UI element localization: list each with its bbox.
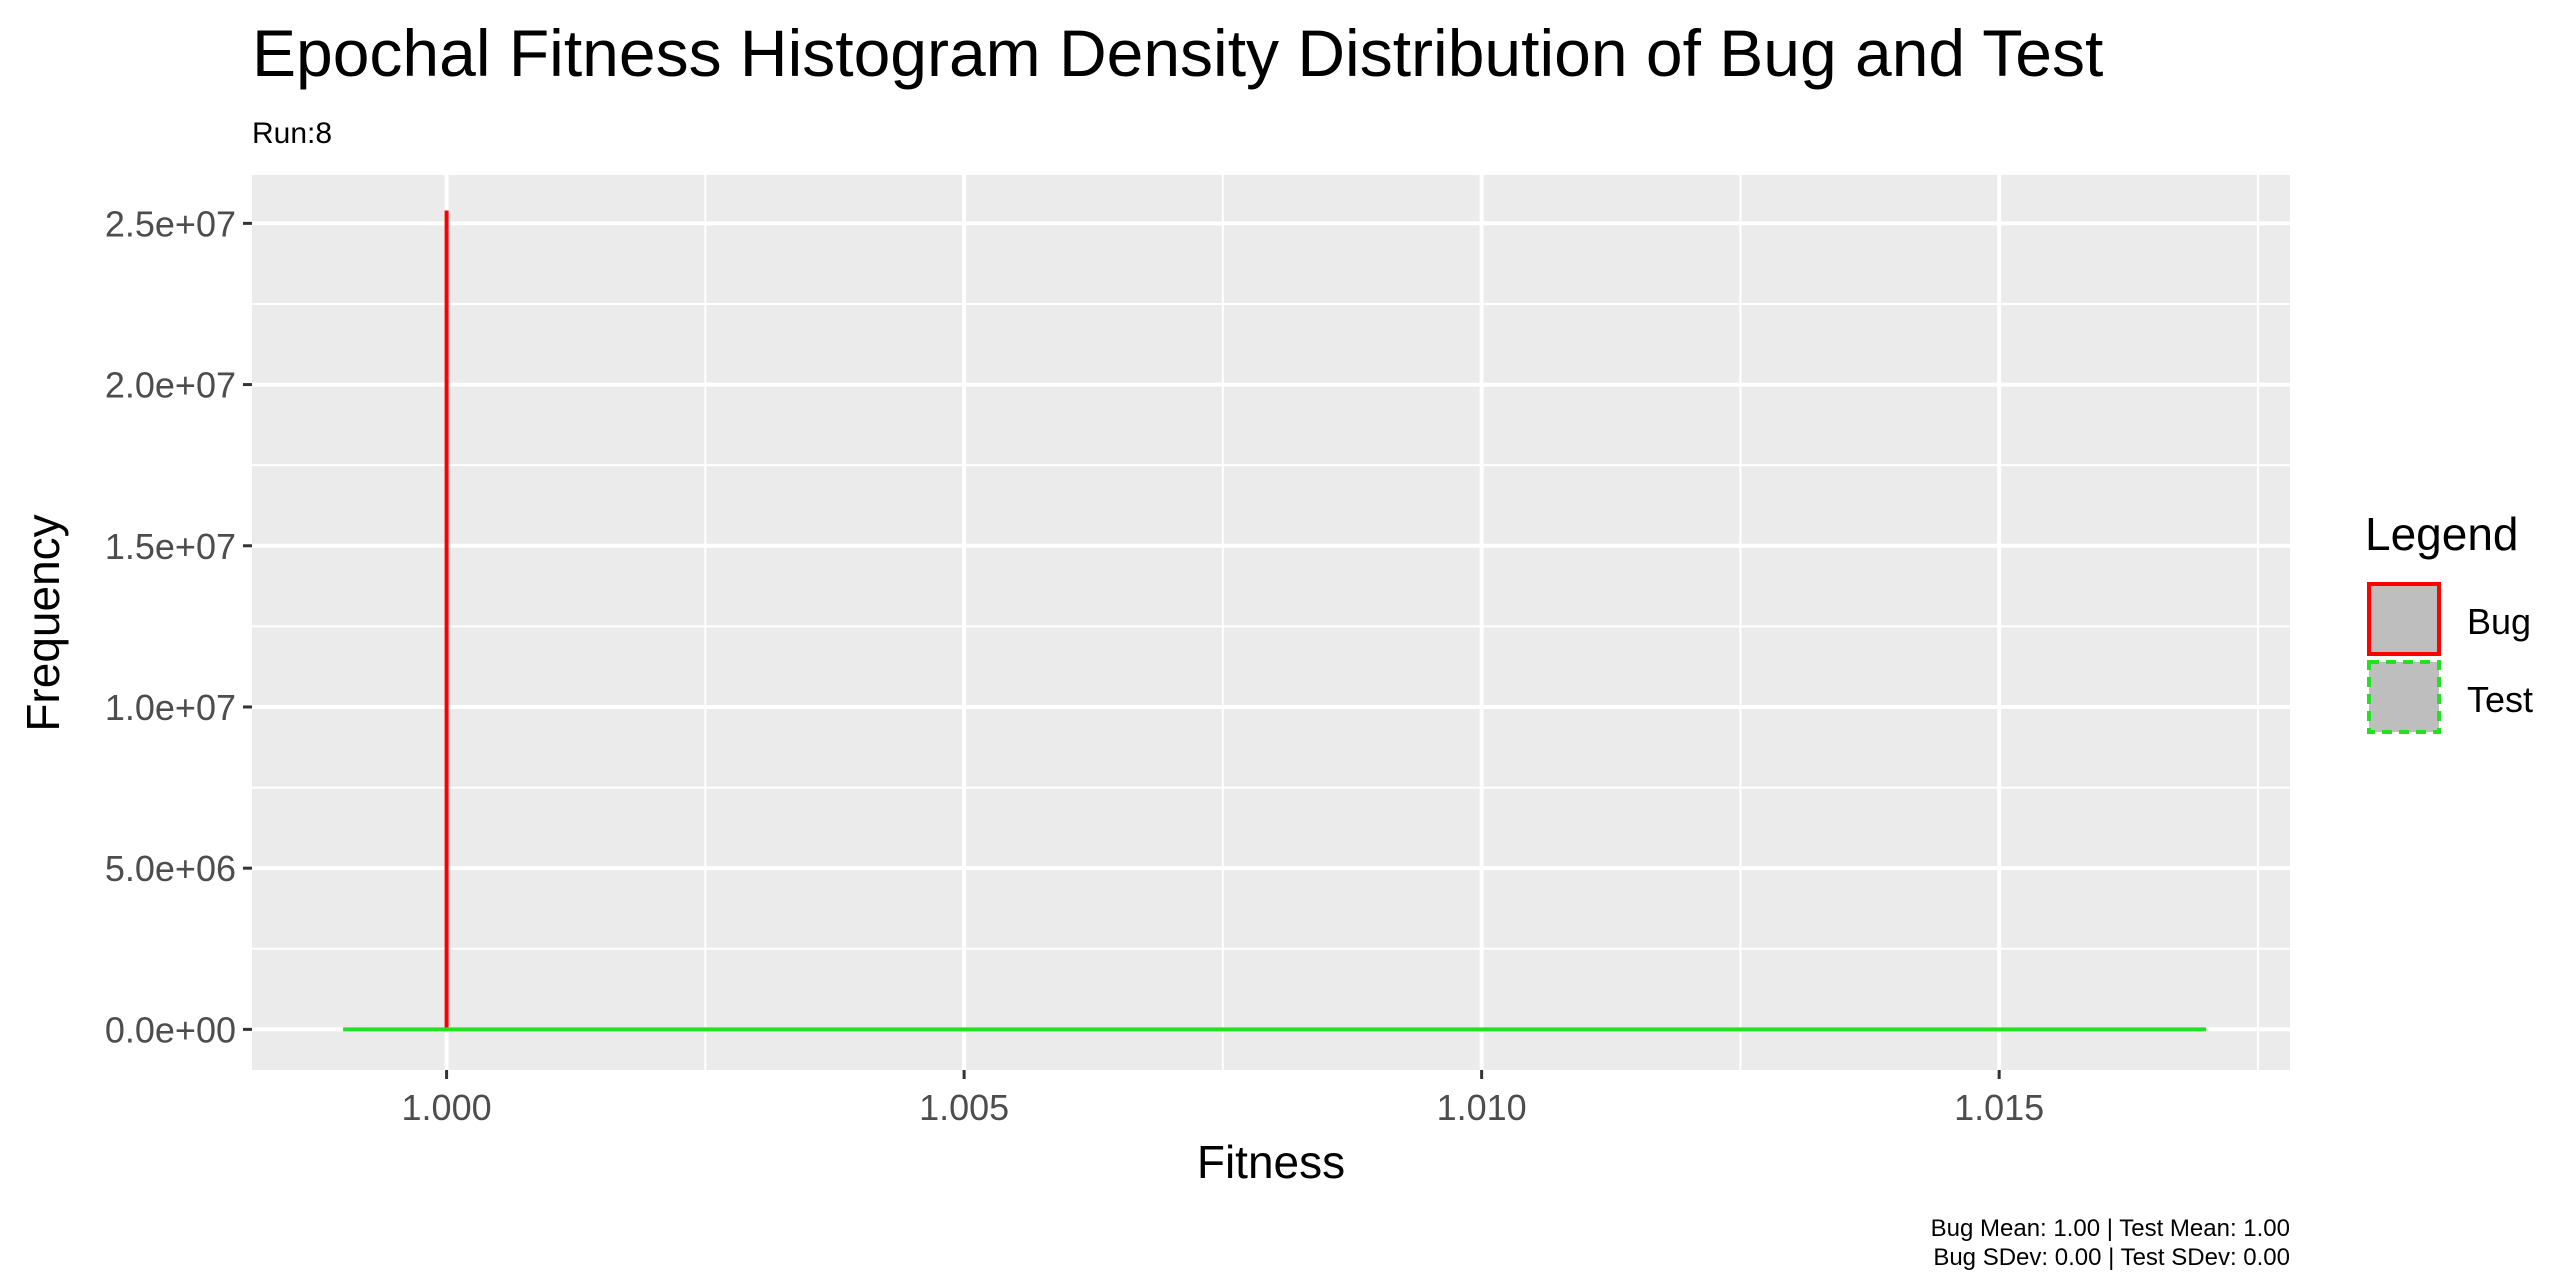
chart-title: Epochal Fitness Histogram Density Distri… — [252, 16, 2103, 90]
grid-minor — [252, 175, 2290, 1070]
legend-title: Legend — [2365, 508, 2519, 560]
y-tick-label: 2.0e+07 — [105, 365, 236, 406]
x-tick-label: 1.010 — [1437, 1087, 1527, 1128]
y-tick-label: 0.0e+00 — [105, 1009, 236, 1050]
x-axis-title: Fitness — [1197, 1136, 1345, 1188]
caption-line-2: Bug SDev: 0.00 | Test SDev: 0.00 — [1933, 1244, 2290, 1271]
x-tick-label: 1.000 — [402, 1087, 492, 1128]
x-tick-label: 1.015 — [1954, 1087, 2044, 1128]
x-tick-label: 1.005 — [919, 1087, 1009, 1128]
legend-key-bug — [2367, 582, 2441, 656]
legend-key-test — [2367, 660, 2441, 734]
y-tick-label: 1.5e+07 — [105, 526, 236, 567]
legend: Legend Bug Test — [2365, 508, 2533, 734]
chart-subtitle: Run:8 — [252, 117, 332, 150]
x-axis: 1.000 1.005 1.010 1.015 — [402, 1070, 2044, 1128]
plot-panel — [252, 175, 2290, 1070]
y-tick-label: 5.0e+06 — [105, 848, 236, 889]
legend-label-test: Test — [2467, 679, 2533, 720]
caption-line-1: Bug Mean: 1.00 | Test Mean: 1.00 — [1931, 1215, 2290, 1242]
y-tick-label: 2.5e+07 — [105, 203, 236, 244]
y-axis-title: Frequency — [17, 514, 69, 731]
y-tick-label: 1.0e+07 — [105, 687, 236, 728]
series-layer — [343, 210, 2207, 1032]
legend-label-bug: Bug — [2467, 601, 2531, 642]
y-axis: 0.0e+00 5.0e+06 1.0e+07 1.5e+07 2.0e+07 2.5e+… — [105, 203, 252, 1050]
